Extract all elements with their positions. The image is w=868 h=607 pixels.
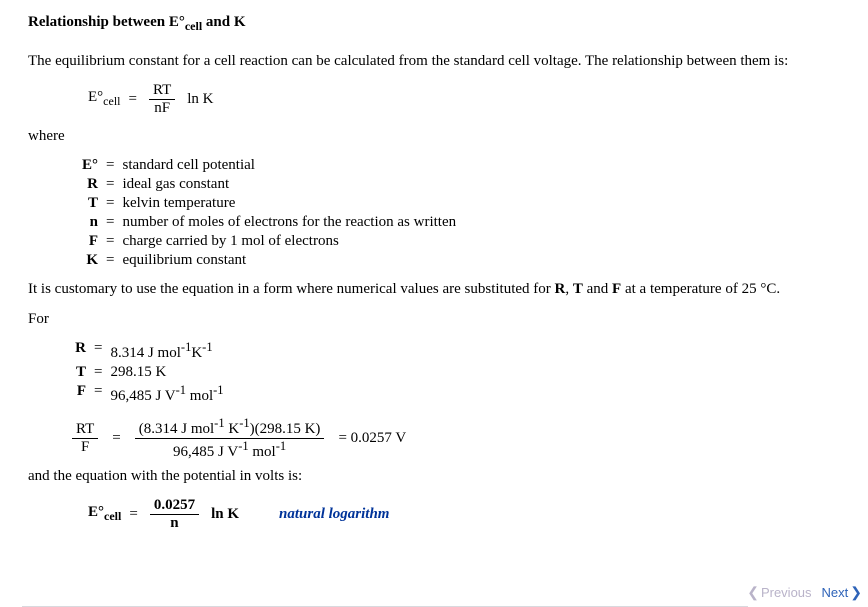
definitions-2: R=8.314 J mol-1K-1T=298.15 KF=96,485 J V… xyxy=(68,339,228,406)
eq2-equals: = xyxy=(129,506,137,523)
definition-row: R=ideal gas constant xyxy=(78,175,460,194)
definition-equals: = xyxy=(90,339,106,363)
customary-text: It is customary to use the equation in a… xyxy=(28,280,840,300)
for-label: For xyxy=(28,310,840,330)
calc-result: = 0.0257 V xyxy=(338,430,406,447)
definition-desc: 8.314 J mol-1K-1 xyxy=(106,339,227,363)
definition-symbol: R xyxy=(68,339,90,363)
chevron-left-icon: ❮ xyxy=(747,584,759,601)
definition-equals: = xyxy=(102,175,118,194)
definition-desc: charge carried by 1 mol of electrons xyxy=(118,232,460,251)
definition-symbol: K xyxy=(78,251,102,270)
definition-row: T=kelvin temperature xyxy=(78,194,460,213)
title-sub: cell xyxy=(185,19,202,33)
intro-text: The equilibrium constant for a cell reac… xyxy=(28,52,840,72)
eq1-numerator: RT xyxy=(149,82,175,99)
definition-symbol: T xyxy=(68,363,90,382)
chevron-right-icon: ❯ xyxy=(850,584,862,601)
definition-symbol: R xyxy=(78,175,102,194)
next-button[interactable]: Next ❯ xyxy=(822,584,862,601)
eq1-lhs-prefix: E° xyxy=(88,89,103,105)
definition-symbol: E° xyxy=(78,156,102,175)
eq1-denominator: nF xyxy=(149,99,175,117)
calc-rhs-den: 96,485 J V-1 mol-1 xyxy=(135,438,325,461)
definition-row: R=8.314 J mol-1K-1 xyxy=(68,339,228,363)
page-title: Relationship between E°cell and K xyxy=(28,14,840,34)
eq2-lhs-sub: cell xyxy=(104,509,121,523)
definition-equals: = xyxy=(102,194,118,213)
definition-desc: ideal gas constant xyxy=(118,175,460,194)
definition-equals: = xyxy=(90,363,106,382)
definition-desc: 298.15 K xyxy=(106,363,227,382)
definition-symbol: F xyxy=(68,382,90,406)
calc-equals: = xyxy=(112,430,120,447)
definition-equals: = xyxy=(102,251,118,270)
and-line: and the equation with the potential in v… xyxy=(28,467,840,487)
nav-bar: ❮ Previous Next ❯ xyxy=(747,584,862,601)
definition-symbol: n xyxy=(78,213,102,232)
definition-symbol: T xyxy=(78,194,102,213)
title-prefix: Relationship between E° xyxy=(28,14,185,30)
definition-row: n=number of moles of electrons for the r… xyxy=(78,213,460,232)
definition-symbol: F xyxy=(78,232,102,251)
equation-1: E°cell = RT nF ln K xyxy=(88,82,840,117)
calculation-row: RT F = (8.314 J mol-1 K-1)(298.15 K) 96,… xyxy=(68,416,840,461)
definition-equals: = xyxy=(102,156,118,175)
definition-row: F=charge carried by 1 mol of electrons xyxy=(78,232,460,251)
eq2-note: natural logarithm xyxy=(279,506,389,523)
definition-desc: standard cell potential xyxy=(118,156,460,175)
equation-2: E°cell = 0.0257 n ln K natural logarithm xyxy=(88,497,840,532)
calc-lhs-den: F xyxy=(72,438,98,456)
title-suffix: and K xyxy=(202,14,245,30)
definition-desc: kelvin temperature xyxy=(118,194,460,213)
previous-label: Previous xyxy=(761,585,812,600)
definition-row: E°=standard cell potential xyxy=(78,156,460,175)
calc-lhs-num: RT xyxy=(72,421,98,438)
definition-row: K=equilibrium constant xyxy=(78,251,460,270)
eq2-rhs: ln K xyxy=(211,506,239,523)
definition-equals: = xyxy=(90,382,106,406)
definition-equals: = xyxy=(102,213,118,232)
eq2-numerator: 0.0257 xyxy=(150,497,199,514)
eq2-denominator: n xyxy=(150,514,199,532)
definition-equals: = xyxy=(102,232,118,251)
calc-rhs-num: (8.314 J mol-1 K-1)(298.15 K) xyxy=(135,416,325,438)
eq1-equals: = xyxy=(129,91,137,108)
eq1-lhs-sub: cell xyxy=(103,94,120,108)
definition-desc: 96,485 J V-1 mol-1 xyxy=(106,382,227,406)
previous-button[interactable]: ❮ Previous xyxy=(747,584,811,601)
next-label: Next xyxy=(822,585,849,600)
eq1-rhs: ln K xyxy=(187,91,213,108)
definitions-1: E°=standard cell potentialR=ideal gas co… xyxy=(78,156,460,270)
where-label: where xyxy=(28,127,840,147)
eq2-lhs-prefix: E° xyxy=(88,504,104,520)
definition-row: T=298.15 K xyxy=(68,363,228,382)
definition-desc: equilibrium constant xyxy=(118,251,460,270)
definition-desc: number of moles of electrons for the rea… xyxy=(118,213,460,232)
definition-row: F=96,485 J V-1 mol-1 xyxy=(68,382,228,406)
